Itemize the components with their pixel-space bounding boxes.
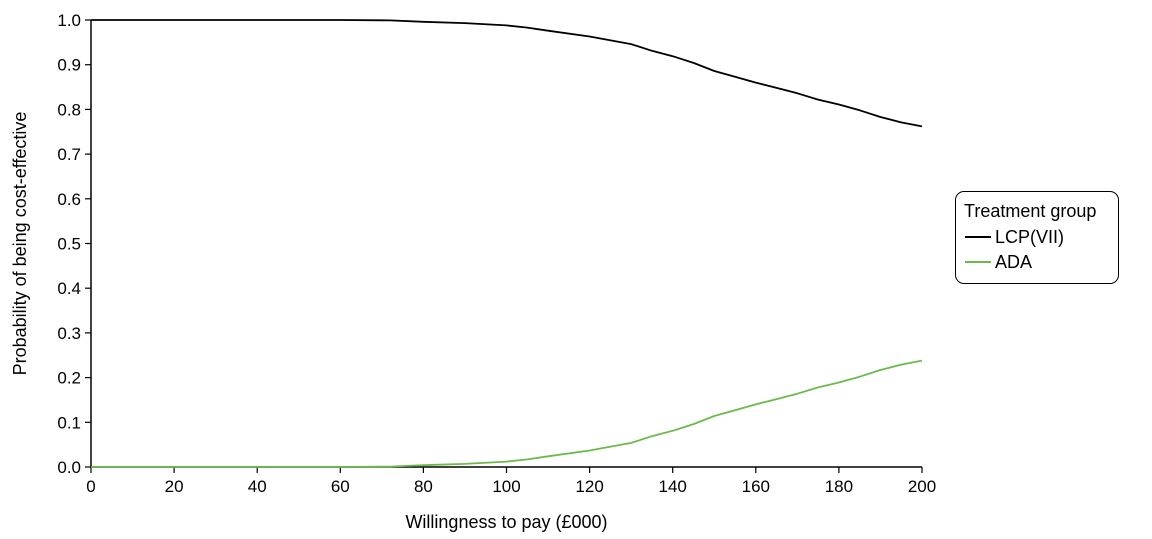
x-tick-label: 160 <box>742 477 770 496</box>
legend-title: Treatment group <box>964 201 1097 221</box>
y-tick-label: 0.8 <box>57 100 81 119</box>
legend-item-lcp-vii: LCP(VII) <box>965 227 1064 247</box>
x-tick-label: 200 <box>908 477 936 496</box>
x-tick-label: 80 <box>414 477 433 496</box>
x-tick-label: 180 <box>825 477 853 496</box>
y-tick-label: 0.1 <box>57 413 81 432</box>
x-tick-label: 140 <box>659 477 687 496</box>
y-tick-label: 0.9 <box>57 56 81 75</box>
x-tick-label: 60 <box>331 477 350 496</box>
y-axis-title: Probability of being cost-effective <box>10 112 30 376</box>
series-line-lcp-vii <box>91 19 923 128</box>
y-tick-label: 0.5 <box>57 235 81 254</box>
x-axis-title: Willingness to pay (£000) <box>405 512 607 532</box>
y-tick-label: 0.7 <box>57 145 81 164</box>
series-lines <box>91 19 923 468</box>
y-tick-label: 0.3 <box>57 324 81 343</box>
x-tick-label: 0 <box>86 477 95 496</box>
y-tick-label: 0.2 <box>57 369 81 388</box>
y-axis-ticks: 0.0 0.1 0.2 0.3 0.4 0.5 0.6 0.7 0.8 0.9 1.0 <box>57 11 91 477</box>
legend-label-ada: ADA <box>995 251 1033 272</box>
x-tick-label: 20 <box>165 477 184 496</box>
legend: Treatment group LCP(VII) ADA <box>955 191 1119 284</box>
legend-label-lcp-vii: LCP(VII) <box>995 226 1065 247</box>
x-tick-label: 40 <box>248 477 267 496</box>
x-tick-label: 120 <box>575 477 603 496</box>
legend-item-ada: ADA <box>965 252 1032 272</box>
y-tick-label: 0.0 <box>57 458 81 477</box>
y-tick-label: 0.6 <box>57 190 81 209</box>
x-tick-label: 100 <box>492 477 520 496</box>
legend-swatch-ada <box>965 261 991 263</box>
series-line-ada <box>91 359 923 468</box>
axes <box>90 20 922 468</box>
legend-swatch-lcp-vii <box>965 236 991 238</box>
y-tick-label: 0.4 <box>57 279 81 298</box>
x-axis-ticks: 0 20 40 60 80 100 120 140 160 180 200 <box>86 467 936 496</box>
y-tick-label: 1.0 <box>57 11 81 30</box>
